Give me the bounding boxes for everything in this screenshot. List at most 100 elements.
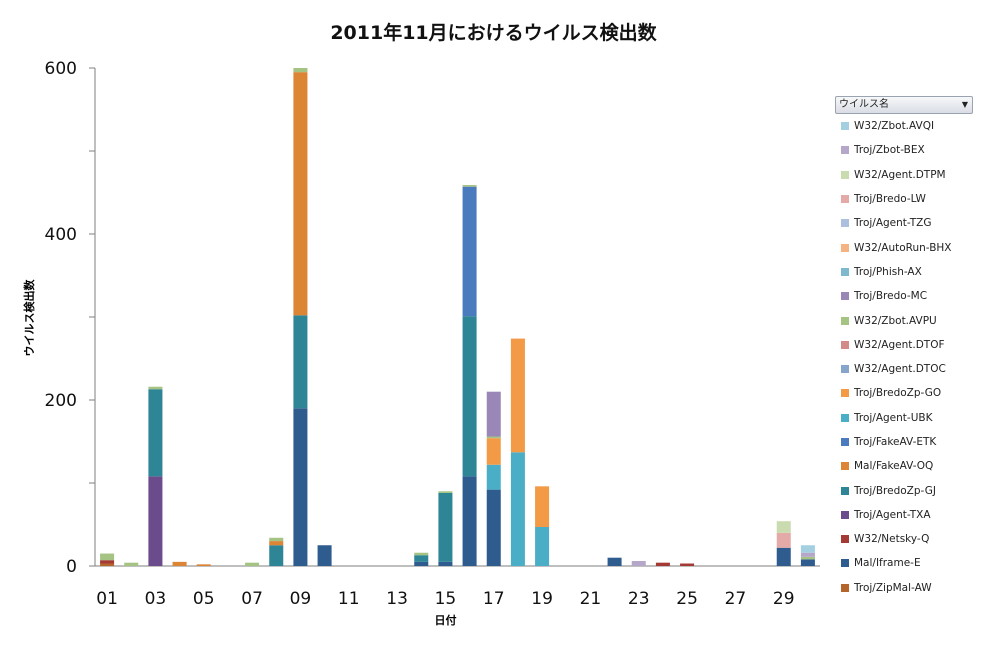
legend-swatch [841, 243, 849, 252]
legend-item: W32/Agent.DTOF [835, 333, 973, 357]
legend-item: W32/Agent.DTOC [835, 357, 973, 381]
bar-segment [196, 564, 211, 566]
bar-segment [245, 562, 260, 566]
legend-item: Troj/FakeAV-ETK [835, 430, 973, 454]
x-axis-title: 日付 [434, 614, 457, 627]
bar-segment [438, 561, 453, 566]
bar-segment [172, 561, 187, 566]
bar-segment [100, 560, 115, 564]
legend-item: Troj/Agent-UBK [835, 406, 973, 430]
legend-swatch [841, 462, 849, 471]
bar-segment [486, 436, 501, 439]
y-tick-label: 600 [45, 59, 77, 79]
bar-segment [438, 492, 453, 562]
legend-swatch [841, 583, 849, 592]
legend-item: Troj/ZipMal-AW [835, 576, 973, 600]
legend-label: Troj/Agent-TZG [854, 217, 932, 230]
bar-segment [800, 559, 815, 566]
legend-label: W32/Agent.DTOF [854, 338, 945, 351]
bar-segment [293, 68, 308, 73]
legend-swatch [841, 316, 849, 325]
y-axis-title: ウイルス検出数 [23, 279, 36, 357]
legend-item: Troj/Phish-AX [835, 260, 973, 284]
y-tick-label: 200 [45, 391, 77, 411]
legend-swatch [841, 146, 849, 155]
legend-item: Mal/FakeAV-OQ [835, 454, 973, 478]
bar-segment [486, 489, 501, 566]
bar-segment [100, 563, 115, 566]
legend-label: W32/Agent.DTPM [854, 168, 946, 181]
bar-segment [486, 391, 501, 437]
bar-segment [535, 486, 550, 527]
legend-item: W32/Zbot.AVPU [835, 308, 973, 332]
bar-segment [462, 186, 477, 317]
x-tick-label: 13 [386, 589, 408, 609]
legend-item: W32/Agent.DTPM [835, 163, 973, 187]
bar-segment [293, 408, 308, 566]
legend-item: Troj/Bredo-MC [835, 284, 973, 308]
bar-segment [800, 556, 815, 560]
chart-title: 2011年11月におけるウイルス検出数 [330, 22, 657, 44]
legend-swatch [841, 438, 849, 446]
x-tick-label: 03 [145, 589, 167, 609]
legend-item: Troj/Zbot-BEX [835, 138, 973, 162]
legend-label: W32/Zbot.AVPU [854, 314, 937, 327]
legend-item: Troj/BredoZp-GJ [835, 478, 973, 502]
legend-item: Troj/Agent-TZG [835, 211, 973, 235]
bar-segment [776, 521, 791, 533]
legend-swatch [841, 510, 849, 519]
legend-swatch [841, 486, 849, 495]
x-tick-label: 29 [773, 589, 795, 609]
bar-segment [414, 552, 429, 556]
bar-segment [680, 563, 695, 566]
x-tick-label: 17 [483, 589, 505, 609]
legend-swatch [841, 413, 849, 422]
legend-label: Troj/Bredo-LW [854, 193, 926, 206]
bar-segment [800, 552, 815, 557]
legend-label: Troj/Phish-AX [854, 265, 922, 278]
bar-segment [100, 553, 115, 561]
legend-item: Troj/Agent-TXA [835, 503, 973, 527]
bar-segment [124, 562, 139, 566]
legend-filter-dropdown[interactable]: ウイルス名 ▼ [835, 96, 973, 114]
legend-swatch [841, 340, 849, 349]
legend-label: Troj/BredoZp-GO [854, 387, 942, 400]
legend-label: W32/Netsky-Q [854, 533, 930, 546]
legend-swatch [841, 219, 849, 228]
legend-label: Troj/Bredo-MC [854, 290, 928, 303]
bar-segment [438, 491, 453, 493]
y-tick-label: 0 [66, 557, 77, 577]
bar-segment [776, 532, 791, 548]
bar-segment [607, 557, 622, 566]
legend-label: Troj/ZipMal-AW [854, 581, 932, 594]
bar-segment [655, 562, 670, 566]
dropdown-arrow-icon: ▼ [961, 100, 968, 109]
bar-segment [631, 561, 646, 566]
legend-label: Troj/FakeAV-ETK [854, 436, 937, 448]
bar-segment [486, 438, 501, 465]
legend-item: W32/AutoRun-BHX [835, 235, 973, 259]
bar-segment [293, 72, 308, 316]
legend-label: Mal/FakeAV-OQ [854, 460, 934, 473]
bar-segment [462, 316, 477, 477]
bar-segment [486, 464, 501, 490]
x-tick-label: 09 [290, 589, 312, 609]
legend-swatch [841, 535, 849, 544]
legend-swatch [841, 195, 849, 204]
x-axis-title-wrap: 日付 [0, 612, 987, 628]
legend-label: Troj/Agent-UBK [854, 411, 933, 424]
bar-segment [462, 476, 477, 566]
legend-label: Troj/Zbot-BEX [854, 144, 925, 157]
bar-segment [510, 338, 525, 453]
bar-segment [462, 185, 477, 187]
x-tick-label: 19 [531, 589, 553, 609]
bar-segment [148, 389, 163, 477]
legend-label: W32/AutoRun-BHX [854, 241, 952, 254]
y-tick-label: 400 [45, 225, 77, 245]
legend-items: W32/Zbot.AVQI Troj/Zbot-BEX W32/Agent.DTPM… [835, 114, 973, 600]
legend-label: Troj/Agent-TXA [854, 508, 931, 521]
legend-label: Troj/BredoZp-GJ [854, 484, 936, 497]
bar-segment [317, 545, 332, 566]
bar-segment [293, 315, 308, 409]
